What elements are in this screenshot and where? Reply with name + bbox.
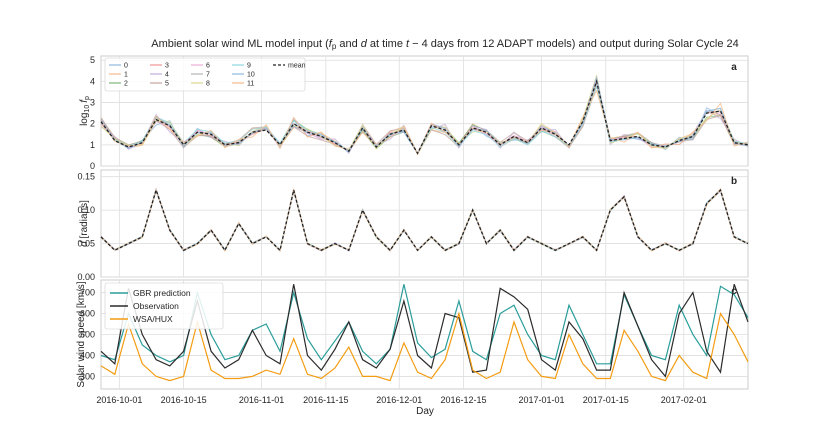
y-tick-label: 5 [90, 55, 95, 65]
y-tick-label: 1 [90, 140, 95, 150]
panel-c: 2016-10-01 2016-10-15 2016-11-01 2016-11-15… [76, 279, 749, 405]
y-tick-label: 700 [80, 288, 95, 298]
legend-label: 10 [247, 72, 255, 79]
x-tick-label: 2016-11-15 [303, 395, 348, 405]
series-line-wsa-hux [100, 311, 749, 382]
x-tick-label: 2017-02-01 [661, 395, 707, 405]
legend-label: 4 [165, 72, 169, 79]
legend-box [104, 282, 224, 330]
legend-label: WSA/HUX [133, 314, 173, 324]
legend-label: Observation [133, 301, 179, 311]
legend-label: 8 [206, 81, 210, 88]
panel-a: 0 1 2 3 4 5 log10fp a 0 1 2 3 4 5 6 7 8 9 10 11 mean [79, 55, 749, 171]
legend-label: 0 [124, 63, 128, 70]
x-tick-label: 2017-01-15 [583, 395, 629, 405]
y-tick-label: 0.10 [77, 205, 95, 215]
legend-box [104, 57, 306, 92]
legend-c: GBR prediction Observation WSA/HUX [104, 282, 224, 330]
panel-letter-c: c [731, 286, 737, 297]
x-tick-label: 2016-10-15 [161, 395, 207, 405]
y-tick-label: 3 [90, 98, 95, 108]
legend-label: 3 [165, 63, 169, 70]
legend-label: mean [288, 63, 306, 70]
series-line-observation [100, 283, 749, 378]
y-tick-label: 0 [90, 161, 95, 171]
legend-label: 11 [247, 81, 254, 88]
legend-label: 5 [165, 81, 169, 88]
y-axis-label-c: Solar wind speed [km/s] [76, 281, 87, 387]
y-tick-label: 400 [80, 350, 95, 360]
panel-letter-a: a [731, 62, 737, 73]
legend-label: 7 [206, 72, 210, 79]
y-tick-label: 0.00 [77, 272, 95, 282]
legend-label: 1 [124, 72, 128, 79]
mean-line [100, 187, 749, 252]
legend-label: 2 [124, 81, 128, 88]
x-tick-label: 2017-01-01 [518, 395, 564, 405]
y-tick-label: 0.05 [77, 239, 95, 249]
legend-a: 0 1 2 3 4 5 6 7 8 9 10 11 mean [104, 57, 306, 92]
y-axis-label-a: log10fp [79, 96, 91, 126]
y-tick-label: 0.15 [77, 172, 95, 182]
y-axis-label-b: d [radians] [79, 200, 90, 247]
y-tick-label: 500 [80, 330, 95, 340]
x-tick-label: 2016-10-01 [96, 395, 142, 405]
legend-label: 9 [247, 63, 251, 70]
legend-label: 6 [206, 63, 210, 70]
y-tick-label: 2 [90, 119, 95, 129]
x-axis-label: Day [416, 406, 434, 417]
panels: 0 1 2 3 4 5 log10fp a 0 1 2 3 4 5 6 7 8 9 10 11 mean 0.00 0.05… [76, 55, 749, 405]
y-tick-label: 4 [90, 76, 95, 86]
x-tick-label: 2016-11-01 [239, 395, 284, 405]
legend-label: GBR prediction [133, 288, 191, 298]
panel-letter-b: b [731, 176, 737, 187]
y-tick-label: 600 [80, 309, 95, 319]
figure-title: Ambient solar wind ML model input (fp an… [151, 38, 738, 51]
panel-b: 0.00 0.05 0.10 0.15 d [radians] b [77, 169, 749, 282]
y-tick-label: 300 [80, 371, 95, 381]
x-tick-label: 2016-12-15 [440, 395, 486, 405]
mean-line [100, 79, 749, 155]
plot-area [100, 169, 749, 278]
x-tick-label: 2016-12-01 [376, 395, 422, 405]
